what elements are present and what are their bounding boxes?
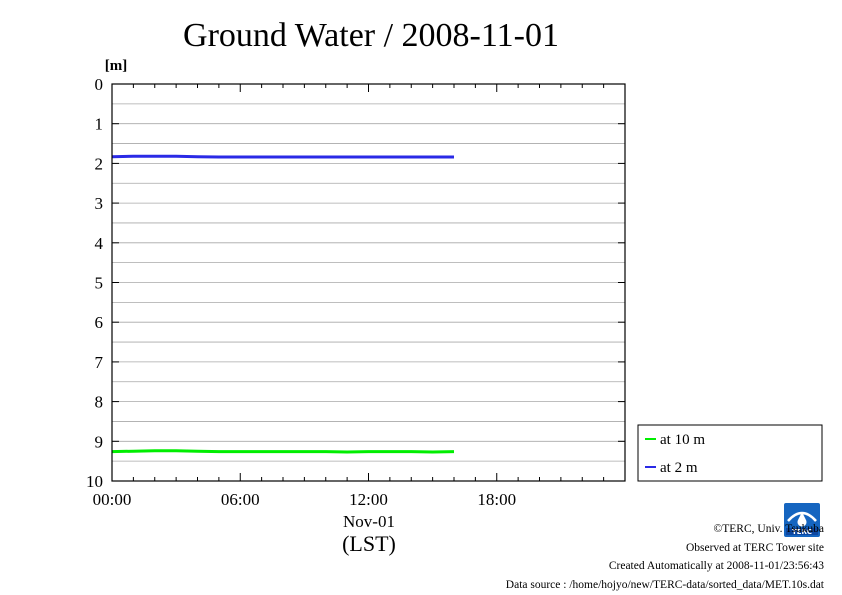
created-timestamp-text: Created Automatically at 2008-11-01/23:5… [608,560,824,572]
footer-credits: ©TERC, Univ. Tsukuba Observed at TERC To… [506,520,824,594]
y-tick-label: 1 [95,115,104,134]
x-tick-label: 00:00 [93,490,132,509]
grid [112,103,625,462]
x-tick-label: 18:00 [477,490,516,509]
x-axis-timezone-label: (LST) [342,531,396,556]
y-tick-label: 6 [95,313,104,332]
y-tick-label: 10 [86,472,103,491]
y-axis-tick-labels: 0 1 2 3 4 5 6 7 8 9 10 [86,75,104,491]
legend-box [637,424,823,482]
copyright-text: ©TERC, Univ. Tsukuba [713,523,824,535]
axis-ticks [111,83,626,482]
y-tick-label: 4 [95,234,104,253]
y-tick-label: 7 [95,353,104,372]
x-tick-label: 12:00 [349,490,388,509]
legend-label: at 2 m [660,460,698,476]
legend: at 10 m at 2 m [637,424,823,482]
y-tick-label: 3 [95,194,104,213]
chart-title: Ground Water / 2008-11-01 [183,17,559,54]
y-tick-label: 2 [95,154,104,173]
svg-text:TERC: TERC [792,528,812,536]
y-axis-unit-label: [m] [105,58,128,74]
x-axis-tick-labels: 00:00 06:00 12:00 18:00 [93,490,516,509]
y-tick-label: 8 [95,393,104,412]
observed-site-text: Observed at TERC Tower site [685,541,824,554]
series-line-at-2-m [111,154,454,159]
y-tick-label: 9 [95,432,104,451]
legend-label: at 10 m [660,432,705,448]
y-tick-label: 0 [95,75,104,94]
series-layer [111,154,455,454]
x-axis-label: Nov-01 [343,512,395,531]
y-tick-label: 5 [95,274,104,293]
series-line-at-10-m [111,449,455,454]
x-tick-label: 06:00 [221,490,260,509]
terc-logo-icon: TERC [784,503,820,537]
data-source-text: Data source : /home/hojyo/new/TERC-data/… [505,578,824,591]
